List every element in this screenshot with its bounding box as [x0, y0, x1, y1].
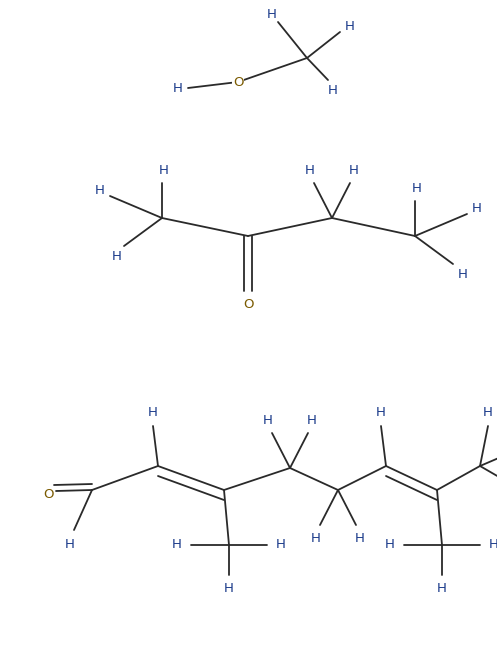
Text: H: H [224, 583, 234, 596]
Text: H: H [311, 531, 321, 544]
Text: H: H [65, 538, 75, 551]
Text: H: H [412, 182, 422, 195]
Text: H: H [172, 538, 182, 551]
Text: H: H [95, 184, 105, 197]
Text: O: O [243, 298, 253, 311]
Text: H: H [307, 413, 317, 426]
Text: H: H [267, 8, 277, 20]
Text: H: H [385, 538, 395, 551]
Text: H: H [376, 406, 386, 419]
Text: H: H [328, 83, 338, 96]
Text: H: H [305, 163, 315, 176]
Text: H: H [483, 406, 493, 419]
Text: H: H [159, 163, 169, 176]
Text: H: H [173, 81, 183, 94]
Text: H: H [276, 538, 286, 551]
Text: H: H [263, 413, 273, 426]
Text: H: H [489, 538, 497, 551]
Text: H: H [437, 583, 447, 596]
Text: H: H [458, 268, 468, 281]
Text: H: H [112, 249, 122, 262]
Text: O: O [43, 488, 53, 501]
Text: O: O [233, 77, 243, 89]
Text: H: H [148, 406, 158, 419]
Text: H: H [349, 163, 359, 176]
Text: H: H [472, 202, 482, 214]
Text: H: H [345, 20, 355, 33]
Text: H: H [355, 531, 365, 544]
